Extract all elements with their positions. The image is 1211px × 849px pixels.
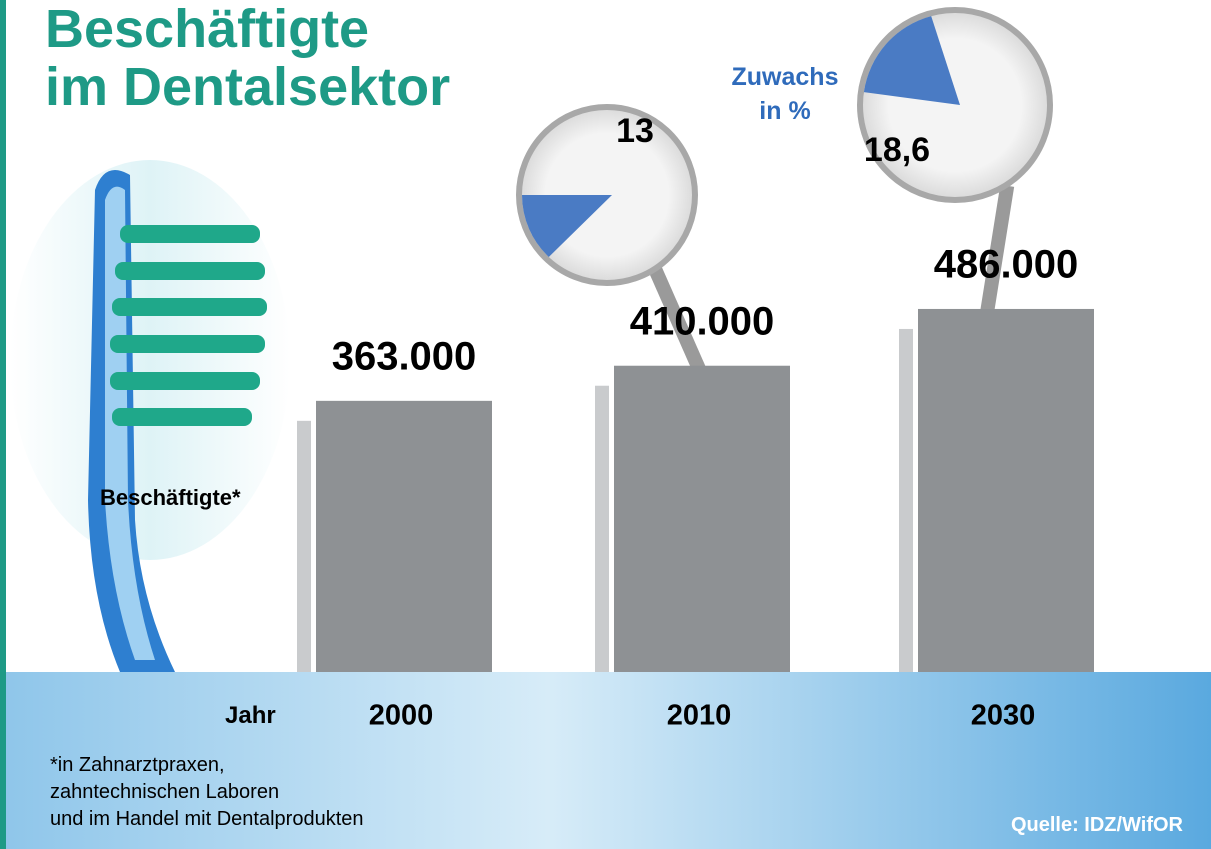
chart: 363.000 2000 13 410.000 2010 18,6 486.000 2030 — [0, 0, 1211, 849]
x-tick-label: 2010 — [667, 700, 732, 732]
x-tick-label: 2030 — [971, 700, 1036, 732]
footnote-line: *in Zahnarztpraxen, — [50, 752, 364, 779]
value-label: 486.000 — [934, 243, 1079, 287]
infographic: 363.000200013410.000201018,6486.0002030 … — [0, 0, 1211, 849]
title-line: Beschäftigte — [45, 0, 450, 58]
growth-label: 18,6 — [864, 131, 930, 169]
footnote-line: und im Handel mit Dentalprodukten — [50, 806, 364, 833]
bar-shadow — [899, 329, 913, 672]
value-label: 363.000 — [332, 334, 477, 378]
growth-label: 13 — [616, 112, 654, 150]
mirror — [860, 10, 1050, 200]
left-border — [0, 0, 6, 849]
y-label: Beschäftigte* — [100, 485, 241, 511]
footnote-line: zahntechnischen Laboren — [50, 779, 364, 806]
source: Quelle: IDZ/WifOR — [1011, 814, 1183, 837]
bar — [918, 309, 1094, 672]
title-line: im Dentalsektor — [45, 58, 450, 116]
bar-shadow — [297, 421, 311, 672]
value-label: 410.000 — [630, 299, 775, 343]
bar-shadow — [595, 386, 609, 672]
bar — [614, 366, 790, 672]
x-tick-label: 2000 — [369, 700, 434, 732]
title: Beschäftigte im Dentalsektor — [45, 0, 450, 116]
bar — [316, 401, 492, 672]
growth-title-line: Zuwachs — [700, 60, 870, 94]
footnote: *in Zahnarztpraxen, zahntechnischen Labo… — [50, 752, 364, 833]
x-label: Jahr — [225, 702, 276, 730]
growth-title-line: in % — [700, 94, 870, 128]
toothbrush — [10, 160, 290, 672]
growth-title: Zuwachs in % — [700, 60, 870, 128]
